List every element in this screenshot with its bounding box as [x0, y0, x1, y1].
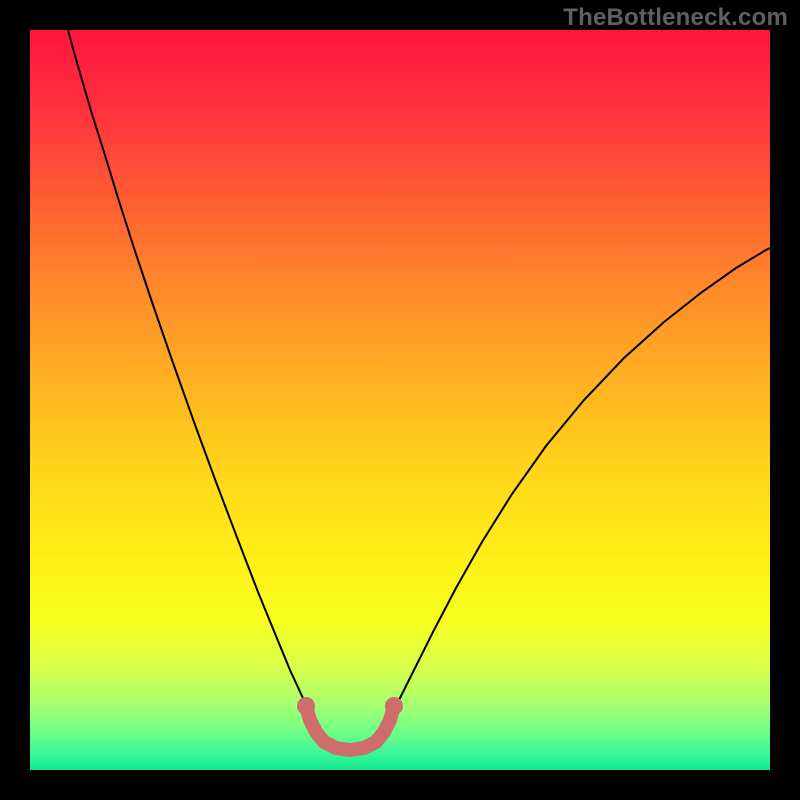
chart-svg [30, 30, 770, 770]
valley-dot-left [297, 697, 315, 715]
chart-frame: TheBottleneck.com [0, 0, 800, 800]
watermark-text: TheBottleneck.com [563, 4, 788, 32]
valley-dot-right [385, 697, 403, 715]
gradient-background [30, 30, 770, 770]
plot-area [30, 30, 770, 770]
